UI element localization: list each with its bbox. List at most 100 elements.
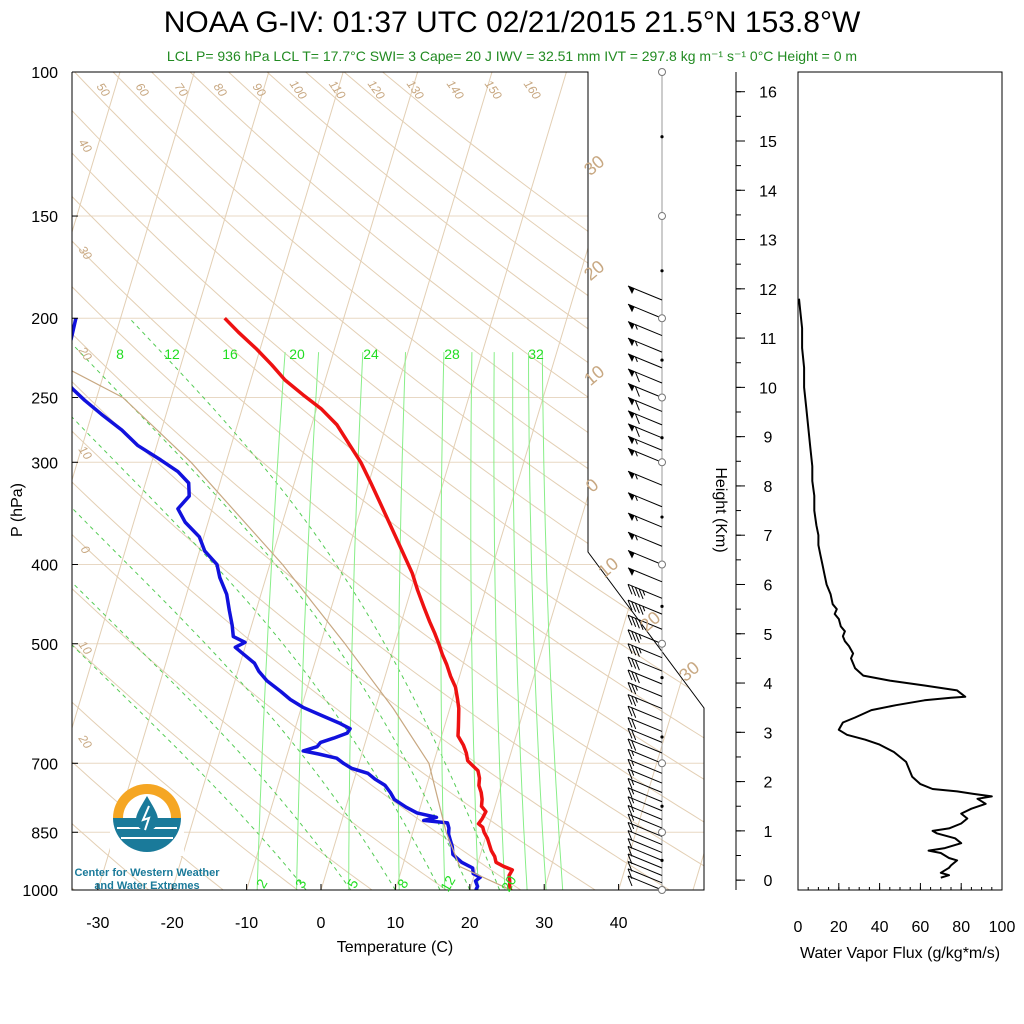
dry-adiabat-line bbox=[382, 72, 704, 890]
chart-title: NOAA G-IV: 01:37 UTC 02/21/2015 21.5°N 1… bbox=[163, 6, 861, 39]
wind-barb-feather bbox=[627, 738, 633, 750]
wind-barb-feather bbox=[627, 846, 633, 857]
wind-barb-feather bbox=[634, 386, 640, 397]
mixing-ratio-label: 5 bbox=[344, 876, 362, 891]
level-marker bbox=[658, 828, 666, 837]
mixing-ratio-label: 8 bbox=[116, 346, 124, 362]
wind-barb-half-feather bbox=[634, 535, 638, 541]
wind-barb-feather bbox=[627, 643, 633, 654]
wind-barb-staff bbox=[627, 656, 663, 672]
wind-barb-half-feather bbox=[631, 806, 635, 813]
wind-barb bbox=[627, 567, 663, 583]
wind-barb bbox=[627, 383, 663, 398]
mixing-ratio-line bbox=[470, 352, 479, 890]
wind-barb-half-feather bbox=[638, 634, 642, 640]
wind-barb-feather bbox=[631, 729, 637, 741]
level-dot bbox=[660, 858, 664, 862]
wind-barb-feather bbox=[638, 588, 644, 600]
moist-adiabat-line bbox=[72, 317, 441, 890]
wind-barb bbox=[627, 705, 663, 721]
x-axis-label: Temperature (C) bbox=[337, 939, 453, 956]
wind-barb bbox=[627, 868, 663, 884]
wind-barb-pennant bbox=[628, 567, 635, 576]
wind-barb-feather bbox=[634, 587, 640, 598]
wind-barb-feather bbox=[631, 585, 637, 597]
dry-adiabat-label: 10 bbox=[76, 638, 95, 657]
wind-barb-feather bbox=[638, 619, 644, 631]
wind-barb bbox=[627, 853, 663, 869]
dry-adiabat-line bbox=[305, 72, 704, 890]
dry-adiabat-label: 60 bbox=[133, 80, 152, 99]
level-dot bbox=[660, 676, 664, 680]
dry-adiabat-line bbox=[72, 72, 704, 890]
wind-barb bbox=[627, 682, 663, 697]
wind-barb-pennant bbox=[628, 492, 635, 501]
wind-barb bbox=[627, 353, 663, 369]
flux-x-tick-label: 100 bbox=[989, 919, 1016, 936]
dry-adiabat-line bbox=[72, 72, 670, 890]
wind-barb-feather bbox=[631, 658, 637, 669]
height-tick-label: 16 bbox=[759, 85, 777, 102]
wind-barb bbox=[627, 321, 663, 337]
dry-adiabat-line bbox=[72, 72, 522, 890]
height-tick-label: 5 bbox=[764, 627, 773, 644]
wind-barb-feather bbox=[634, 672, 640, 684]
wind-barb-staff bbox=[627, 492, 663, 508]
wind-barb-pennant bbox=[628, 532, 635, 541]
wind-barb-feather bbox=[627, 615, 633, 626]
wind-barb-pennant bbox=[628, 550, 635, 559]
wind-barb-staff bbox=[627, 669, 663, 685]
wind-barb-feather bbox=[634, 426, 640, 438]
wind-barb-staff bbox=[627, 470, 663, 486]
wind-barb-feather bbox=[634, 618, 640, 629]
diagram-background-lines bbox=[72, 72, 704, 890]
wind-barb-feather bbox=[627, 778, 633, 789]
wind-barb-staff bbox=[627, 629, 663, 645]
mixing-ratio-label: 2 bbox=[253, 876, 271, 891]
wind-barb bbox=[627, 778, 663, 793]
wind-barbs bbox=[627, 68, 666, 894]
x-tick-label: 30 bbox=[535, 915, 553, 932]
x-tick-label: 20 bbox=[461, 915, 479, 932]
dry-adiabat-label: 50 bbox=[94, 80, 113, 99]
mixing-ratio-label: 3 bbox=[292, 876, 310, 891]
wind-barb-pennant bbox=[628, 304, 635, 313]
wind-barb-staff bbox=[627, 550, 663, 565]
mixing-ratio-label: 12 bbox=[164, 346, 180, 362]
wind-barb bbox=[627, 423, 663, 439]
wind-barb-feather bbox=[627, 749, 633, 760]
level-dot bbox=[660, 135, 664, 139]
wind-barb-half-feather bbox=[631, 798, 635, 804]
wind-barb-staff bbox=[627, 512, 663, 528]
wind-barb bbox=[627, 470, 663, 486]
dry-adiabat-line bbox=[72, 72, 704, 890]
mixing-ratio-line bbox=[528, 352, 547, 890]
wind-barb-half-feather bbox=[634, 474, 638, 480]
wind-barb-pennant bbox=[628, 383, 635, 392]
wind-barb-staff bbox=[627, 868, 663, 884]
wind-barb-half-feather bbox=[634, 340, 638, 347]
wind-barb bbox=[627, 303, 663, 319]
wind-barb bbox=[627, 861, 663, 876]
height-tick-label: 11 bbox=[760, 331, 777, 348]
wind-barb-feather bbox=[627, 805, 633, 816]
level-marker bbox=[658, 393, 666, 402]
wind-barb-feather bbox=[634, 632, 640, 643]
isotherm-label: 0 bbox=[582, 475, 603, 497]
wind-barb-half-feather bbox=[638, 648, 642, 654]
dry-adiabat-line bbox=[72, 72, 704, 890]
wind-barb-staff bbox=[627, 813, 663, 829]
wind-barb-feather bbox=[627, 669, 633, 681]
wind-barb-staff bbox=[627, 614, 663, 630]
wind-barb bbox=[627, 447, 663, 463]
height-tick-label: 6 bbox=[764, 577, 773, 594]
y-tick-label: 100 bbox=[31, 65, 58, 82]
dry-adiabat-line bbox=[72, 72, 150, 890]
x-tick-label: 10 bbox=[387, 915, 405, 932]
wind-barb-feather bbox=[631, 645, 637, 656]
dry-adiabat-label: 140 bbox=[444, 77, 467, 102]
wind-barb-staff bbox=[627, 845, 663, 861]
wind-barb-staff bbox=[627, 410, 663, 426]
mixing-ratio-line bbox=[397, 352, 406, 890]
y-tick-label: 400 bbox=[31, 557, 58, 574]
